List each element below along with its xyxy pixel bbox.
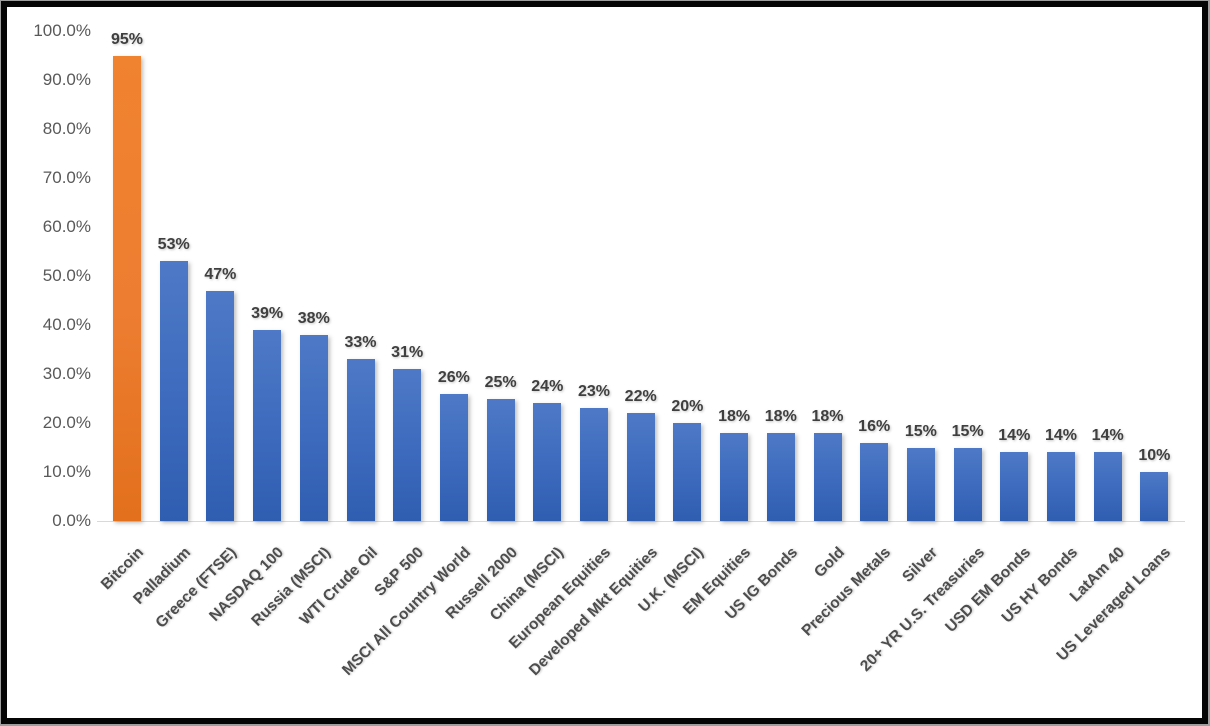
bar [1140, 472, 1169, 521]
bar-value-label: 20% [671, 398, 704, 415]
y-tick-label: 100.0% [33, 21, 91, 40]
y-tick-label: 60.0% [42, 217, 91, 236]
bar-value-label: 10% [1138, 447, 1171, 464]
bar [860, 442, 889, 521]
bar [720, 432, 749, 521]
bar [766, 432, 795, 521]
y-tick-label: 90.0% [42, 70, 91, 89]
bar-value-label: 47% [204, 265, 237, 283]
bar-value-label: 15% [904, 422, 937, 440]
bar [813, 432, 842, 521]
bar [113, 55, 141, 521]
bar [1000, 452, 1029, 521]
x-axis-line [97, 521, 1185, 522]
bar-value-label: 14% [1044, 427, 1078, 445]
bar-value-label: 53% [157, 236, 190, 254]
y-tick-label: 30.0% [42, 364, 91, 383]
bar-value-label: 16% [858, 417, 891, 435]
bar-value-label: 15% [951, 422, 984, 440]
bar [533, 403, 562, 521]
y-tick-label: 0.0% [52, 511, 91, 530]
bar-value-label: 38% [297, 309, 330, 327]
bar [486, 398, 515, 521]
bar-value-label: 31% [391, 344, 424, 362]
bar-value-label: 26% [437, 368, 470, 386]
bar [439, 393, 468, 521]
y-tick-label: 40.0% [42, 315, 91, 334]
y-tick-label: 50.0% [42, 266, 91, 285]
bar [1093, 452, 1122, 521]
bar [1047, 452, 1075, 521]
bar [673, 423, 702, 521]
bar-value-label: 39% [251, 304, 284, 322]
bar [159, 261, 188, 521]
y-tick-label: 20.0% [42, 413, 91, 432]
y-tick-label: 70.0% [42, 168, 91, 187]
bar-value-label: 14% [1091, 427, 1124, 445]
bar [393, 369, 422, 521]
bar-value-label: 95% [110, 30, 144, 48]
y-tick-label: 80.0% [42, 119, 91, 138]
bar [299, 334, 328, 521]
bar-value-label: 18% [811, 407, 844, 425]
bar [253, 329, 282, 521]
bar-value-label: 18% [764, 407, 797, 425]
bar [626, 413, 655, 521]
bar-value-label: 18% [718, 407, 751, 425]
bar [206, 290, 235, 521]
bar-value-label: 23% [577, 383, 611, 401]
bar [580, 408, 608, 521]
y-tick-label: 10.0% [42, 462, 91, 481]
bar-value-label: 14% [998, 427, 1031, 445]
bar [906, 447, 935, 521]
bar [346, 359, 375, 521]
bar-value-label: 24% [531, 378, 564, 396]
bar-chart: 0.0% 10.0% 20.0% 30.0% 40.0% 50.0% 60.0% 70.0% 8… [7, 7, 1202, 718]
bar-value-label: 33% [344, 334, 377, 352]
bar-value-label: 22% [624, 388, 657, 406]
bar-value-label: 25% [484, 373, 517, 391]
bar [953, 447, 982, 521]
